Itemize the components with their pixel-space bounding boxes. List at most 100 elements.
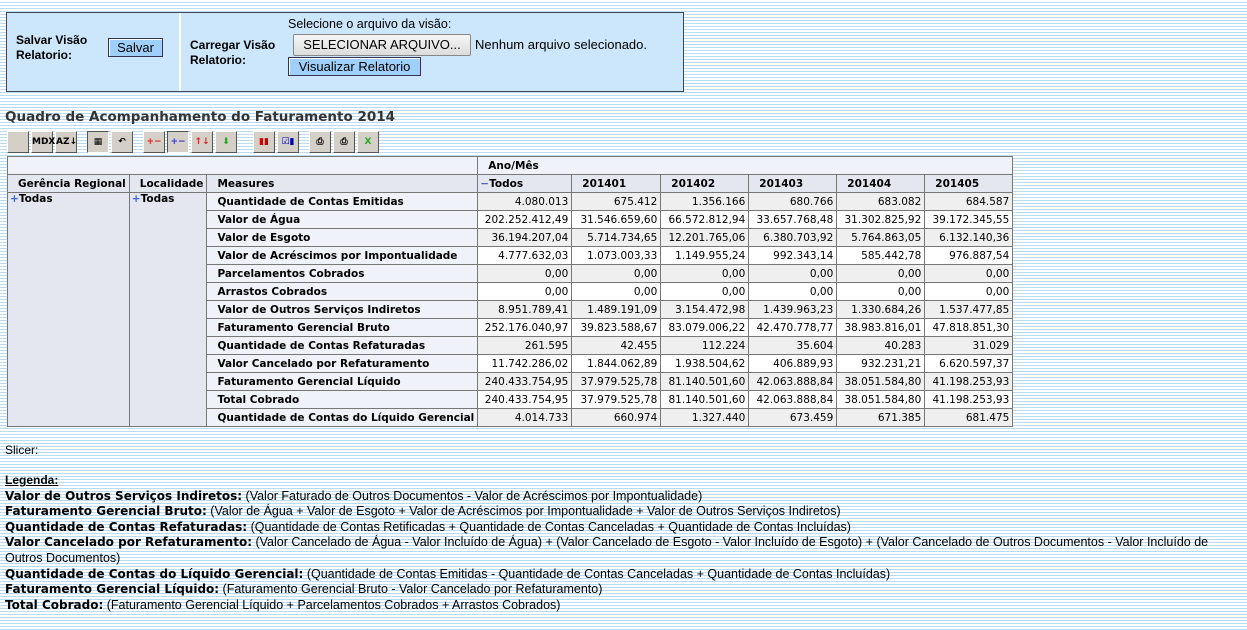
value-cell: 33.657.768,48 (748, 210, 838, 229)
value-cell: 8.951.789,41 (477, 300, 573, 319)
value-cell: 1.938.504,62 (660, 354, 750, 373)
measure-label: Faturamento Gerencial Bruto (206, 318, 479, 337)
header-row-axis: Ano/Mês (6, 156, 1014, 175)
drill-member-icon: +− (146, 137, 162, 147)
value-cell: 585.442,78 (836, 246, 926, 265)
value-cell: 12.201.765,06 (660, 228, 750, 247)
value-cell: 0,00 (660, 264, 750, 283)
drill-replace-button[interactable]: ↑↓ (191, 131, 213, 153)
drill-position-button[interactable]: +− (167, 131, 189, 153)
measure-label: Parcelamentos Cobrados (206, 264, 479, 283)
excel-icon: X (364, 137, 372, 147)
column-header: 201402 (660, 174, 750, 193)
column-header: 201401 (571, 174, 662, 193)
collapse-icon[interactable]: − (480, 177, 490, 190)
excel-button[interactable]: X (357, 131, 379, 153)
value-cell: 1.356.166 (660, 192, 750, 211)
value-cell: 1.330.684,26 (836, 300, 926, 319)
value-cell: 31.546.659,60 (571, 210, 662, 229)
mdx-button[interactable]: MDX (31, 131, 56, 153)
member-label[interactable]: Todas (140, 193, 175, 205)
measure-label: Arrastos Cobrados (206, 282, 479, 301)
view-report-button[interactable]: Visualizar Relatorio (288, 57, 421, 76)
legend-term: Total Cobrado: (5, 597, 104, 612)
column-header: 201404 (836, 174, 926, 193)
value-cell: 1.489.191,09 (571, 300, 662, 319)
chart-button[interactable]: ▮▮ (253, 131, 275, 153)
drill-replace-icon: ↑↓ (194, 137, 210, 147)
value-cell: 1.327.440 (660, 408, 750, 427)
column-header[interactable]: −Todos (477, 174, 573, 193)
header-gerencia: Gerência Regional (7, 174, 130, 193)
table-row: Valor de Outros Serviços Indiretos 8.951.… (8, 300, 1014, 319)
value-cell: 1.439.963,23 (748, 300, 838, 319)
drill-member-button[interactable]: +− (143, 131, 165, 153)
report-view-panel: Salvar Visão Relatorio: Salvar Carregar … (6, 12, 684, 92)
column-header: 201403 (748, 174, 838, 193)
value-cell: 673.459 (748, 408, 838, 427)
table-row: +Todas +Todas Quantidade de Contas Emitida… (7, 192, 1014, 427)
value-cell: 0,00 (477, 282, 573, 301)
load-view-label: Carregar Visão Relatorio: (190, 38, 276, 67)
value-cell: 1.537.477,85 (924, 300, 1014, 319)
column-header-label: 201402 (671, 177, 716, 190)
value-cell: 11.742.286,02 (477, 354, 573, 373)
expand-icon[interactable]: + (10, 193, 19, 205)
value-cell: 1.844.062,89 (571, 354, 662, 373)
column-header-label: 201404 (847, 177, 892, 190)
value-cell: 37.979.525,78 (571, 372, 662, 391)
value-cell: 0,00 (924, 264, 1014, 283)
hide-empty-button[interactable]: ▦ (87, 131, 109, 153)
value-cell: 41.198.253,93 (924, 372, 1014, 391)
divider (179, 13, 181, 91)
legend-definition: (Faturamento Gerencial Líquido + Parcela… (103, 597, 561, 612)
value-cell: 680.766 (748, 192, 838, 211)
gerencia-regional-cell: +Todas (7, 192, 130, 427)
legend-definition: (Quantidade de Contas Emitidas - Quantid… (303, 566, 891, 581)
value-cell: 47.818.851,30 (924, 318, 1014, 337)
save-button[interactable]: Salvar (108, 38, 163, 57)
drill-through-button[interactable]: ⬇ (215, 131, 237, 153)
value-cell: 1.149.955,24 (660, 246, 750, 265)
value-cell: 37.979.525,78 (571, 390, 662, 409)
table-row: Valor Cancelado por Refaturamento 11.742.… (8, 354, 1014, 373)
table-row: Faturamento Gerencial Líquido 240.433.754… (8, 372, 1014, 391)
table-row: Faturamento Gerencial Bruto 252.176.040,9… (8, 318, 1014, 337)
legend-item: Valor Cancelado por Refaturamento: (Valo… (5, 535, 1240, 566)
select-file-button[interactable]: SELECIONAR ARQUIVO... (293, 34, 471, 56)
member-label[interactable]: Todas (18, 193, 53, 205)
mdx-icon: MDX (32, 137, 56, 147)
legend: Legenda: Valor de Outros Serviços Indire… (5, 473, 1240, 613)
chart-config-button[interactable]: ☑▮ (277, 131, 299, 153)
value-cell: 0,00 (571, 282, 662, 301)
value-cell: 39.172.345,55 (924, 210, 1014, 229)
column-header: 201405 (924, 174, 1014, 193)
legend-term: Faturamento Gerencial Líquido: (5, 582, 220, 597)
value-cell: 38.983.816,01 (836, 318, 926, 337)
value-cell: 42.063.888,84 (748, 372, 838, 391)
value-cell: 83.079.006,22 (660, 318, 750, 337)
cube-button[interactable] (7, 131, 29, 153)
value-cell: 0,00 (660, 282, 750, 301)
sort-az-button[interactable]: AZ↓ (55, 131, 77, 153)
value-cell: 4.777.632,03 (477, 246, 573, 265)
measure-label: Quantidade de Contas Refaturadas (206, 336, 479, 355)
print-config-button[interactable]: ⎙ (309, 131, 331, 153)
table-row: Valor de Acréscimos por Impontualidade 4.… (8, 246, 1014, 265)
column-header-label: 201403 (759, 177, 804, 190)
chart-config-icon: ☑▮ (281, 137, 295, 147)
swap-axes-button[interactable]: ↶ (111, 131, 133, 153)
legend-item: Faturamento Gerencial Bruto: (Valor de Á… (5, 504, 1240, 520)
table-row: Parcelamentos Cobrados 0,00 0,00 0,00 0,00 0,… (8, 264, 1014, 283)
legend-definition: (Quantidade de Contas Retificadas + Quan… (247, 519, 851, 534)
value-cell: 0,00 (836, 264, 926, 283)
print-button[interactable]: ⎙ (333, 131, 355, 153)
measure-label: Valor de Outros Serviços Indiretos (206, 300, 479, 319)
save-view-label: Salvar Visão Relatorio: (16, 33, 88, 62)
value-cell: 0,00 (924, 282, 1014, 301)
measure-label: Valor de Água (206, 210, 479, 229)
expand-icon[interactable]: + (131, 193, 141, 205)
value-cell: 39.823.588,67 (571, 318, 662, 337)
legend-item: Quantidade de Contas Refaturadas: (Quant… (5, 520, 1240, 536)
value-cell: 4.014.733 (477, 408, 573, 427)
